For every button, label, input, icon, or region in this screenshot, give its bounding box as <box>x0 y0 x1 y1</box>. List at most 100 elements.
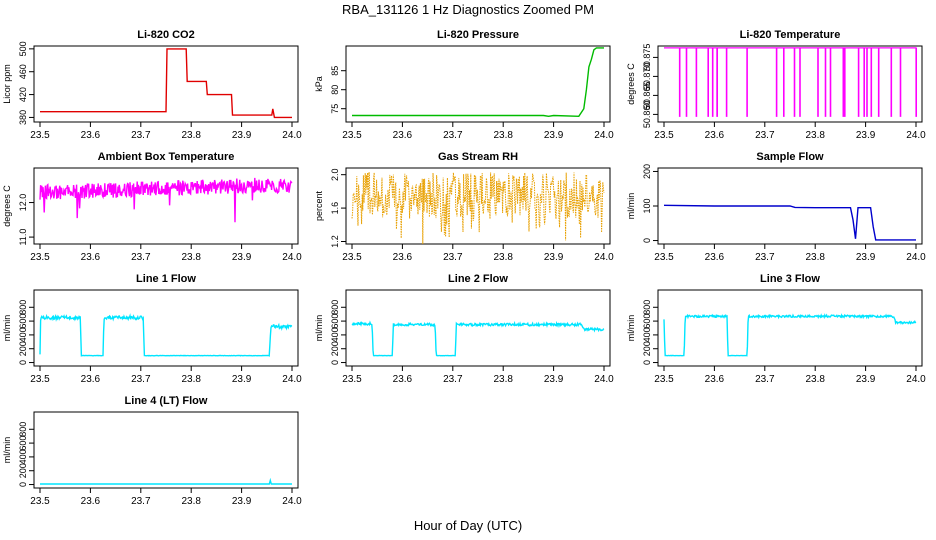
series-line <box>663 313 917 357</box>
x-tick-label: 23.5 <box>654 374 674 385</box>
plot-frame <box>657 289 923 367</box>
x-tick-label: 23.7 <box>131 252 151 263</box>
y-tick-label: 85 <box>330 66 340 76</box>
x-tick-label: 23.7 <box>755 374 775 385</box>
x-tick-label: 23.7 <box>755 130 775 141</box>
plot-frame <box>657 45 923 123</box>
y-tick-label: 0 <box>330 360 340 365</box>
plot-frame <box>345 167 611 245</box>
panel-title: Gas Stream RH <box>438 151 518 163</box>
series-line <box>663 204 916 241</box>
x-tick-label: 23.6 <box>81 130 101 141</box>
x-tick-label: 23.7 <box>755 252 775 263</box>
y-tick-label: 12.0 <box>18 194 28 212</box>
y-tick-label: 2.0 <box>330 168 340 181</box>
y-tick-label: 600 <box>330 314 340 329</box>
series-line <box>40 48 292 119</box>
y-axis-label: ml/min <box>626 193 636 220</box>
x-tick-label: 23.6 <box>393 130 413 141</box>
y-tick-label: 75 <box>330 104 340 114</box>
y-tick-label: 200 <box>18 341 28 356</box>
x-tick-label: 23.8 <box>805 252 825 263</box>
x-tick-label: 23.8 <box>805 374 825 385</box>
y-tick-label: 400 <box>18 327 28 342</box>
x-tick-label: 23.9 <box>232 252 252 263</box>
x-tick-label: 23.7 <box>131 130 151 141</box>
plot-frame <box>33 289 299 367</box>
x-tick-label: 23.5 <box>30 252 50 263</box>
y-axis-label: ml/min <box>2 437 12 464</box>
series-line <box>40 477 292 485</box>
panel-title: Line 2 Flow <box>448 273 508 285</box>
x-tick-label: 24.0 <box>594 374 614 385</box>
panel-title: Line 4 (LT) Flow <box>125 395 208 407</box>
series-line <box>664 47 917 117</box>
x-tick-label: 23.9 <box>544 252 564 263</box>
panel-6: Sample Flow 23.5 23.6 23.7 23.8 23.9 24.0 0 100 2… <box>626 151 926 263</box>
x-tick-label: 23.5 <box>654 130 674 141</box>
x-tick-label: 23.5 <box>30 374 50 385</box>
y-tick-label: 400 <box>330 327 340 342</box>
y-axis-label: ml/min <box>314 315 324 342</box>
x-tick-label: 23.5 <box>30 496 50 507</box>
x-tick-label: 23.8 <box>181 130 201 141</box>
panel-title: Ambient Box Temperature <box>98 151 235 163</box>
x-tick-label: 23.5 <box>654 252 674 263</box>
x-tick-label: 24.0 <box>594 130 614 141</box>
x-tick-label: 23.8 <box>181 252 201 263</box>
panel-title: Li-820 CO2 <box>137 29 194 41</box>
panel-3: Li-820 Temperature 23.5 23.6 23.7 23.8 23.9 24… <box>626 29 926 141</box>
y-tick-label: 50.875 <box>642 44 652 72</box>
series-line <box>352 47 604 118</box>
x-tick-label: 23.9 <box>232 374 252 385</box>
series-line <box>351 320 605 357</box>
x-tick-label: 23.9 <box>856 252 876 263</box>
x-tick-label: 23.9 <box>856 374 876 385</box>
x-tick-label: 23.5 <box>30 130 50 141</box>
y-tick-label: 0 <box>18 360 28 365</box>
y-tick-label: 500 <box>18 41 28 56</box>
y-axis-label: degrees C <box>2 185 12 227</box>
series-line <box>39 177 293 223</box>
x-tick-label: 23.5 <box>342 374 362 385</box>
x-tick-label: 23.7 <box>443 374 463 385</box>
x-tick-label: 23.8 <box>181 496 201 507</box>
panel-title: Line 1 Flow <box>136 273 196 285</box>
x-tick-label: 23.6 <box>81 374 101 385</box>
x-tick-label: 24.0 <box>906 374 926 385</box>
y-axis-label: ml/min <box>2 315 12 342</box>
y-tick-label: 200 <box>18 463 28 478</box>
x-tick-label: 24.0 <box>282 496 302 507</box>
panel-8: Line 2 Flow 23.5 23.6 23.7 23.8 23.9 24.0 0 2004… <box>314 273 614 385</box>
plot-frame <box>345 45 611 123</box>
x-tick-label: 23.5 <box>342 252 362 263</box>
y-tick-label: 100 <box>642 198 652 213</box>
y-tick-label: 200 <box>642 341 652 356</box>
panel-5: Gas Stream RH 23.5 23.6 23.7 23.8 23.9 24.0 1.2… <box>314 151 614 263</box>
x-tick-label: 24.0 <box>906 252 926 263</box>
x-tick-label: 23.8 <box>181 374 201 385</box>
x-tick-label: 23.6 <box>81 496 101 507</box>
panel-title: Line 3 Flow <box>760 273 820 285</box>
panel-1: Li-820 CO2 23.5 23.6 23.7 23.8 23.9 24.0 380 420… <box>2 29 302 141</box>
y-tick-label: 80 <box>330 85 340 95</box>
x-tick-label: 23.6 <box>705 374 725 385</box>
panel-9: Line 3 Flow 23.5 23.6 23.7 23.8 23.9 24.0 0 2004… <box>626 273 926 385</box>
y-tick-label: 200 <box>330 341 340 356</box>
x-tick-label: 23.5 <box>342 130 362 141</box>
y-tick-label: 200 <box>642 164 652 179</box>
y-tick-label: 50.860 <box>642 101 652 129</box>
y-tick-label: 0 <box>642 238 652 243</box>
y-tick-label: 1.2 <box>330 235 340 248</box>
panel-10: Line 4 (LT) Flow 23.5 23.6 23.7 23.8 23.9 24.0… <box>2 395 302 507</box>
x-tick-label: 23.7 <box>443 252 463 263</box>
x-tick-label: 23.9 <box>856 130 876 141</box>
x-tick-label: 23.6 <box>705 130 725 141</box>
y-tick-label: 460 <box>18 64 28 79</box>
x-tick-label: 24.0 <box>594 252 614 263</box>
y-tick-label: 0 <box>18 482 28 487</box>
series-line <box>39 313 293 357</box>
x-tick-label: 23.6 <box>705 252 725 263</box>
panel-4: Ambient Box Temperature 23.5 23.6 23.7 23.8 2… <box>2 151 302 263</box>
panel-title: Li-820 Temperature <box>740 29 841 41</box>
